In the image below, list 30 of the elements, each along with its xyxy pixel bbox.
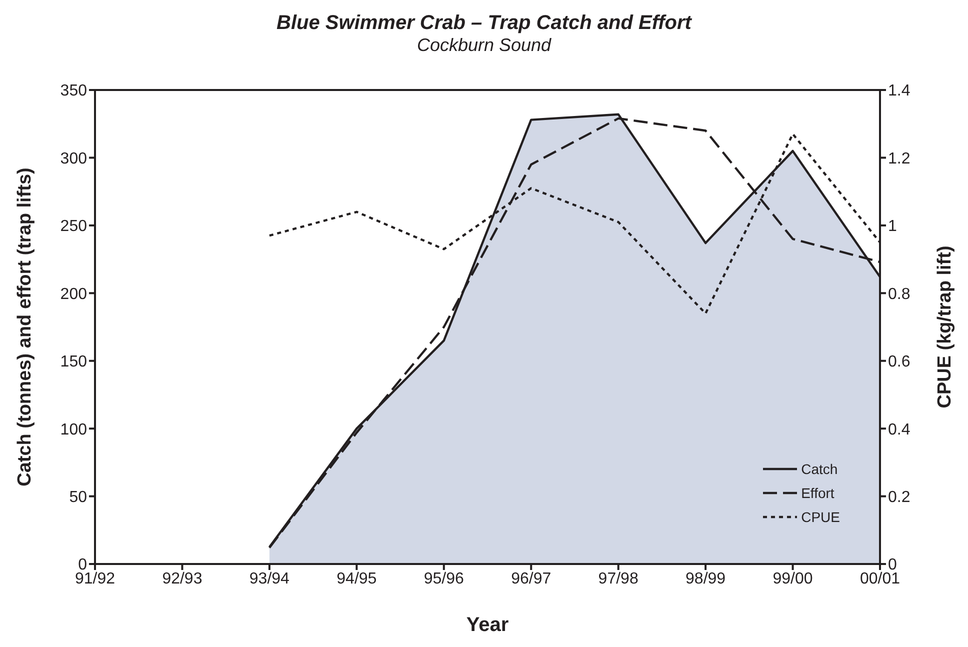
- y2-axis-title: CPUE (kg/trap lift): [934, 246, 956, 408]
- x-tick-label: 96/97: [511, 570, 552, 588]
- y-tick-label: 150: [60, 354, 88, 371]
- y-axis-title: Catch (tonnes) and effort (trap lifts): [14, 168, 36, 486]
- y2-tick-label: 0.8: [888, 286, 910, 303]
- x-tick-label: 92/93: [162, 570, 202, 588]
- y-tick-label: 100: [60, 421, 88, 438]
- y2-tick-label: 0.2: [888, 488, 910, 506]
- y-tick-label: 350: [60, 82, 88, 100]
- y-tick-label: 250: [60, 218, 88, 236]
- y2-tick-label: 1.4: [888, 82, 910, 100]
- x-tick-label: 94/95: [336, 570, 377, 588]
- y-tick-label: 50: [69, 488, 88, 506]
- x-tick-label: 97/98: [598, 570, 638, 588]
- chart-title: Blue Swimmer Crab – Trap Catch and Effort: [276, 12, 693, 35]
- legend-label: CPUE: [801, 509, 840, 525]
- x-tick-label: 95/96: [424, 570, 464, 588]
- legend-label: Effort: [801, 485, 834, 501]
- x-axis-title: Year: [466, 614, 509, 636]
- x-tick-label: 99/00: [772, 570, 813, 588]
- y-tick-label: 200: [60, 286, 88, 303]
- x-tick-label: 98/99: [686, 570, 726, 588]
- x-tick-label: 93/94: [249, 570, 290, 588]
- y2-tick-label: 0.4: [888, 421, 910, 438]
- legend-label: Catch: [801, 461, 838, 477]
- y-tick-label: 300: [60, 150, 88, 168]
- y2-tick-label: 0.6: [888, 354, 910, 371]
- chart-subtitle: Cockburn Sound: [416, 35, 552, 56]
- y2-tick-label: 1: [888, 218, 897, 236]
- y2-tick-label: 1.2: [888, 150, 910, 168]
